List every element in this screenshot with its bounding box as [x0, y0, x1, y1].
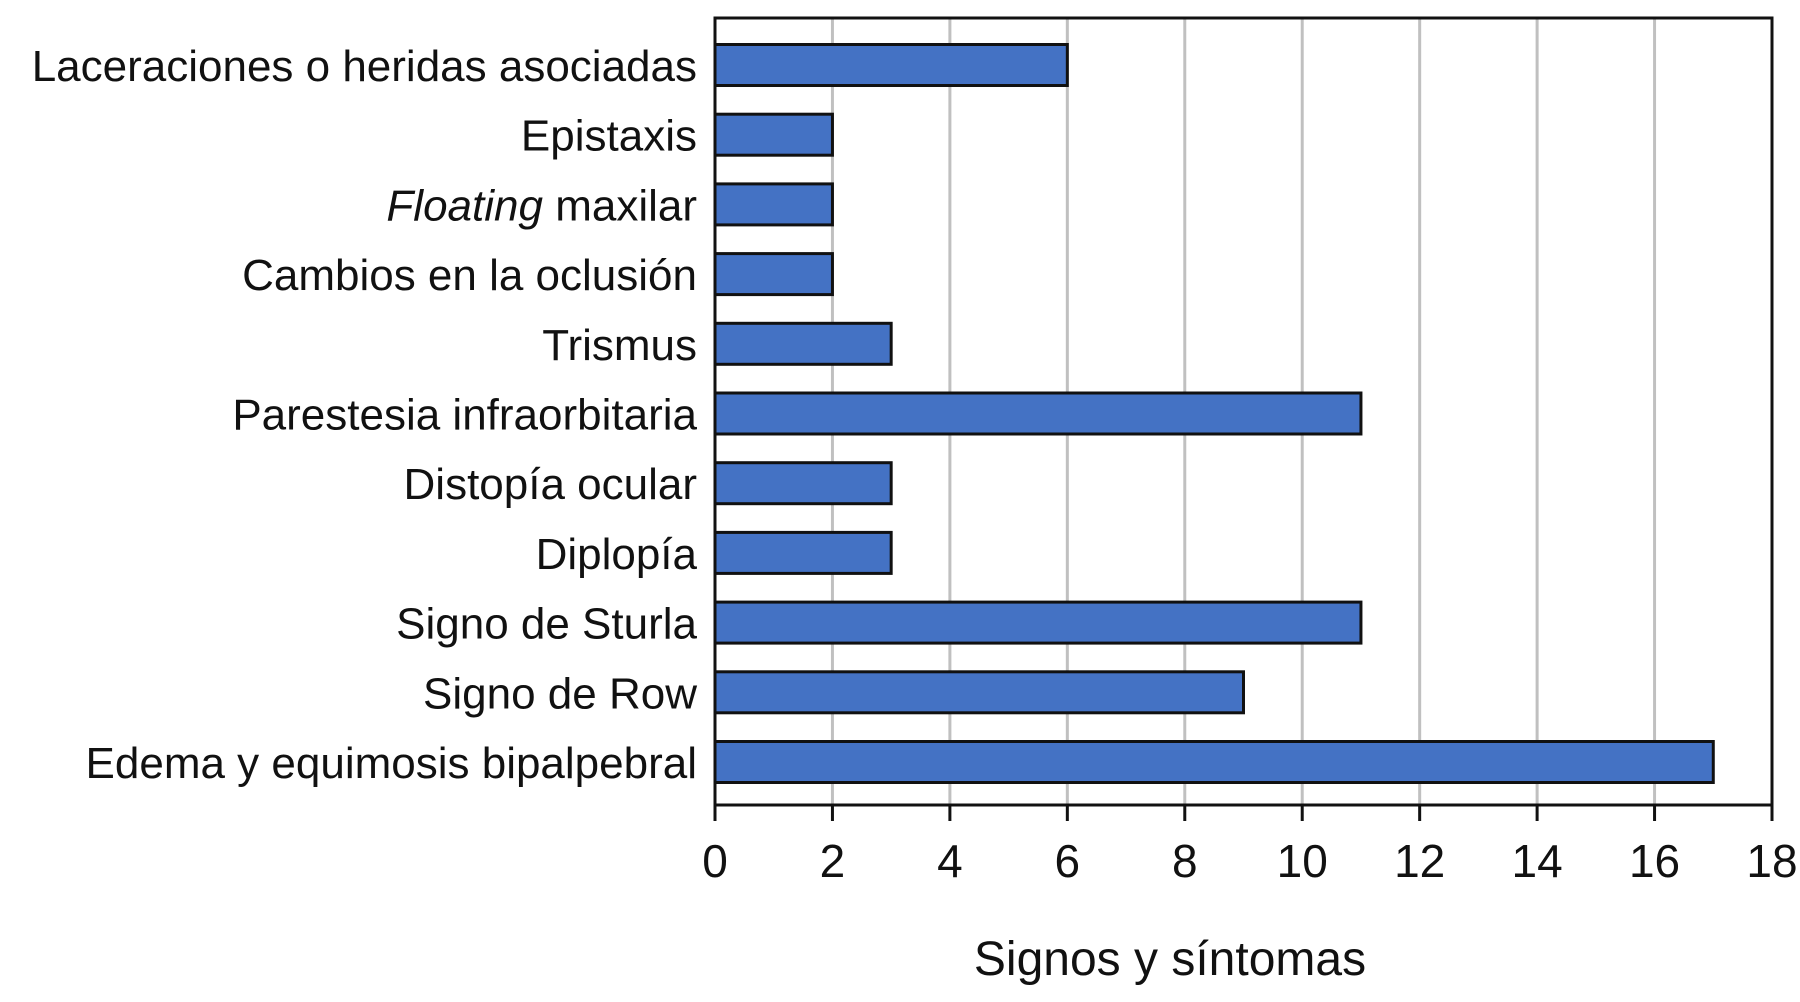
bar [713, 112, 834, 157]
bar [713, 43, 1069, 87]
bar [713, 391, 1363, 436]
bar [713, 530, 893, 575]
category-label: Parestesia infraorbitaria [232, 391, 697, 440]
x-tick-label: 2 [820, 835, 846, 887]
category-labels: Laceraciones o heridas asociadas Epistaxi… [32, 42, 698, 788]
category-label: Edema y equimosis bipalpebral [86, 739, 697, 788]
category-label: Laceraciones o heridas asociadas [32, 42, 697, 91]
category-label: Trismus [542, 321, 697, 370]
x-tick-label: 14 [1512, 835, 1563, 887]
x-tick-label: 12 [1394, 835, 1445, 887]
category-label: Signo de Row [423, 669, 697, 718]
x-tick-label: 0 [702, 835, 728, 887]
x-tick-label: 6 [1055, 835, 1081, 887]
bar [713, 252, 834, 297]
x-tick-label: 16 [1629, 835, 1680, 887]
category-label: Cambios en la oclusión [242, 251, 697, 300]
bar [713, 321, 893, 366]
category-label: Diplopía [536, 530, 698, 579]
bar [713, 461, 893, 506]
x-tick-label: 10 [1277, 835, 1328, 887]
x-axis-ticks [713, 805, 1774, 821]
x-tick-labels: 0 2 4 6 8 10 12 14 16 18 [702, 835, 1797, 887]
category-label: Signo de Sturla [396, 600, 697, 649]
x-tick-label: 4 [937, 835, 963, 887]
x-tick-label: 18 [1746, 835, 1797, 887]
plot-frame [713, 16, 1774, 807]
category-label: Epistaxis [521, 112, 697, 161]
bar [713, 600, 1363, 645]
x-tick-label: 8 [1172, 835, 1198, 887]
bars [713, 43, 1715, 784]
bar [713, 670, 1245, 715]
category-label: Floating maxilar [386, 181, 697, 230]
bar [713, 740, 1715, 784]
bar [713, 182, 834, 227]
category-label: Distopía ocular [404, 460, 697, 509]
x-axis-title: Signos y síntomas [974, 933, 1366, 986]
